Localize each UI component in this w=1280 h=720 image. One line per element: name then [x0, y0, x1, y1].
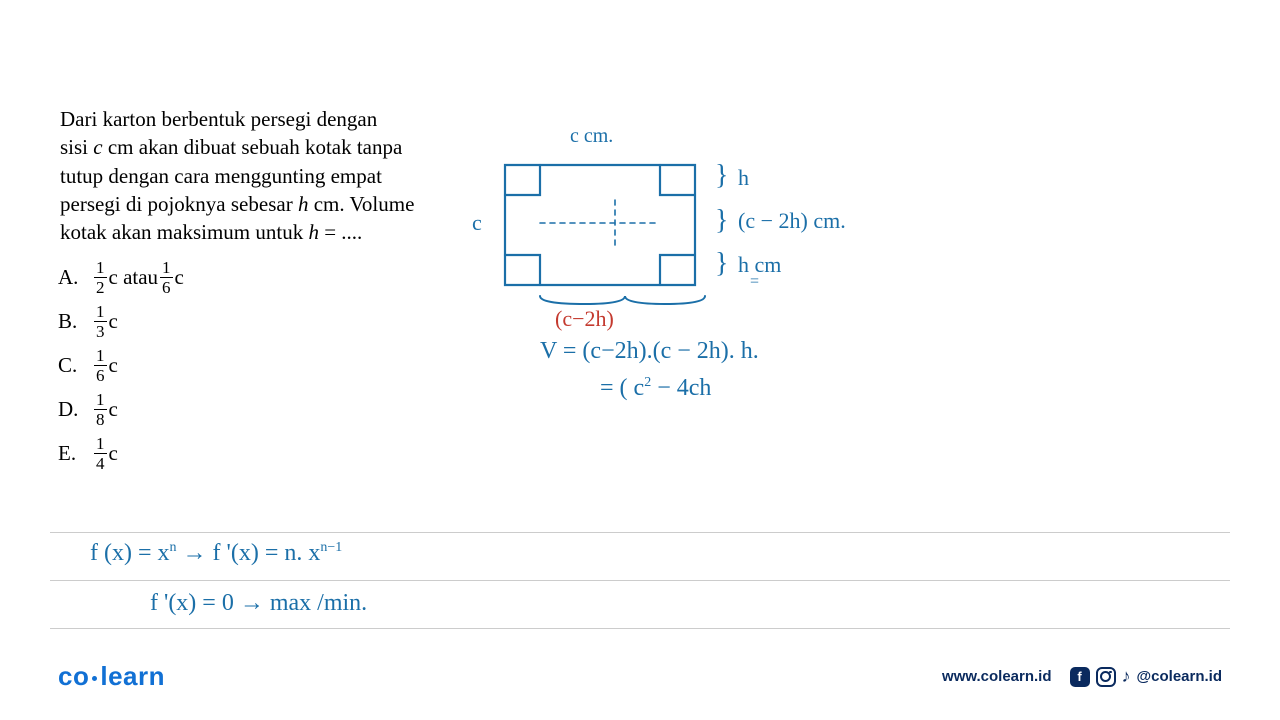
instagram-icon — [1096, 667, 1116, 687]
logo-a: co — [58, 661, 89, 691]
logo: colearn — [58, 661, 165, 692]
footer-url: www.colearn.id — [942, 668, 1051, 685]
vol-eq-1: V = (c−2h).(c − 2h). h. — [540, 338, 759, 365]
vol-eq-2b: − 4ch — [651, 375, 711, 401]
frac-d: 18 — [94, 391, 107, 428]
opt-e-label: E. — [58, 441, 92, 466]
rule-1 — [50, 532, 1230, 533]
q-line4a: persegi di pojoknya sebesar — [60, 192, 298, 216]
bottom-label: (c−2h) — [555, 306, 614, 332]
vol-eq-2: = ( c2 − 4ch — [600, 375, 711, 402]
brace-mid: (c − 2h) cm. — [738, 208, 846, 234]
question-text: Dari karton berbentuk persegi dengan sis… — [60, 105, 480, 247]
footer-handle: @colearn.id — [1137, 668, 1222, 685]
hcm-underline: = — [750, 273, 759, 291]
frac-a1: 12 — [94, 259, 107, 296]
fx-line-1: f (x) = xn → f '(x) = n. xn−1 — [90, 540, 342, 567]
brace-h: h — [738, 165, 749, 191]
brace-mid-icon: } — [715, 205, 728, 237]
opt-d-tail: c — [109, 397, 118, 422]
option-b: B. 13c — [58, 299, 184, 343]
facebook-icon: f — [1070, 667, 1090, 687]
brace-hcm: h cm — [738, 252, 781, 278]
footer: colearn www.colearn.id f ♪ @colearn.id — [58, 661, 1222, 692]
option-c: C. 16c — [58, 343, 184, 387]
option-d: D. 18c — [58, 387, 184, 431]
brace-h-icon: } — [715, 160, 728, 192]
hand-ccm: c cm. — [570, 125, 613, 148]
logo-b: learn — [100, 661, 165, 691]
var-h: h — [298, 192, 309, 216]
q-line4b: cm. Volume — [308, 192, 414, 216]
box-diagram — [490, 155, 710, 295]
opt-c-tail: c — [109, 353, 118, 378]
var-c: c — [93, 135, 102, 159]
rule-3 — [50, 628, 1230, 629]
hand-c-left: c — [472, 210, 482, 236]
option-e: E. 14c — [58, 431, 184, 475]
frac-c: 16 — [94, 347, 107, 384]
q-line2a: sisi — [60, 135, 93, 159]
opt-a-tail: c — [175, 265, 184, 290]
q-line2b: cm akan dibuat sebuah kotak tanpa — [103, 135, 403, 159]
options-list: A. 12c atau 16c B. 13c C. 16c D. 18c E. … — [58, 255, 184, 475]
q-line1: Dari karton berbentuk persegi dengan — [60, 107, 377, 131]
option-a: A. 12c atau 16c — [58, 255, 184, 299]
brace-hcm-icon: } — [715, 248, 728, 280]
fx1-sup2: n−1 — [320, 540, 342, 555]
opt-b-label: B. — [58, 309, 92, 334]
var-h2: h — [308, 220, 319, 244]
opt-e-tail: c — [109, 441, 118, 466]
tiktok-icon: ♪ — [1122, 666, 1131, 687]
frac-b: 13 — [94, 303, 107, 340]
q-line5b: = .... — [319, 220, 362, 244]
logo-dot-icon — [92, 676, 97, 681]
footer-right: www.colearn.id f ♪ @colearn.id — [942, 666, 1222, 687]
q-line3: tutup dengan cara menggunting empat — [60, 164, 382, 188]
q-line5a: kotak akan maksimum untuk — [60, 220, 308, 244]
opt-d-label: D. — [58, 397, 92, 422]
opt-a-mid: c atau — [109, 265, 159, 290]
opt-b-tail: c — [109, 309, 118, 334]
opt-c-label: C. — [58, 353, 92, 378]
rule-2 — [50, 580, 1230, 581]
fx1b: → f '(x) = n. x — [177, 540, 321, 566]
vol-eq-2a: = ( c — [600, 375, 644, 401]
fx1a: f (x) = x — [90, 540, 170, 566]
frac-a2: 16 — [160, 259, 173, 296]
opt-a-label: A. — [58, 265, 92, 290]
fx-line-2: f '(x) = 0 → max /min. — [150, 590, 367, 617]
frac-e: 14 — [94, 435, 107, 472]
fx1-sup1: n — [170, 540, 177, 555]
